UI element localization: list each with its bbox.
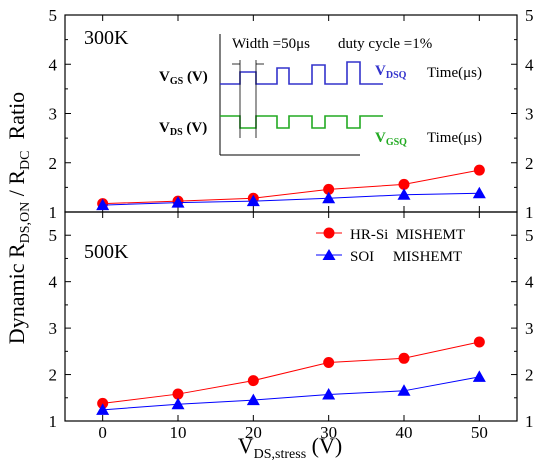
data-point-soi <box>246 194 260 207</box>
x-tick-label: 10 <box>170 423 187 442</box>
vgs-axis-label: VGS (V) <box>159 69 208 87</box>
vds-axis-label: VDS (V) <box>159 120 207 138</box>
data-point-hr-si <box>323 183 335 195</box>
y-tick-label-right: 4 <box>525 55 534 74</box>
data-point-soi <box>96 198 110 211</box>
panel-label-300k: 300K <box>84 27 129 49</box>
axes-layer: 1 12 23 34 45 51 12 23 34 45 50 10 20 30 40 50 <box>49 6 535 442</box>
y-tick-label-left: 3 <box>49 319 58 338</box>
duty-cycle-text: duty cycle =1% <box>338 36 432 52</box>
data-point-hr-si <box>97 397 109 409</box>
data-point-soi <box>171 196 185 208</box>
y-tick-label-right: 3 <box>525 319 534 338</box>
y-tick-label-left: 1 <box>49 203 58 222</box>
y-tick-label-left: 2 <box>49 366 58 385</box>
data-point-hr-si <box>172 388 184 400</box>
series-layer <box>96 164 486 415</box>
legend-marker-hr-si <box>323 227 335 239</box>
y-tick-label-left: 2 <box>49 154 58 173</box>
y-tick-label-left: 5 <box>49 6 58 25</box>
y-tick-label-right: 5 <box>525 226 534 245</box>
data-point-hr-si <box>247 375 259 387</box>
y-tick-label-right: 4 <box>525 273 534 292</box>
x-tick-label: 0 <box>98 423 107 442</box>
y-tick-label-left: 1 <box>49 412 58 431</box>
x-axis-label: VDS,stress (V) <box>238 433 342 462</box>
x-tick-label: 50 <box>471 423 488 442</box>
vds-waveform <box>220 115 383 129</box>
pulse-width-text: Width =50μs <box>232 36 310 52</box>
data-point-hr-si <box>473 336 485 348</box>
x-tick-label: 40 <box>396 423 413 442</box>
time-label-2: Time(μs) <box>427 130 482 146</box>
data-point-soi <box>322 191 336 204</box>
y-tick-label-right: 2 <box>525 154 534 173</box>
series-line-soi-panel2 <box>102 376 480 411</box>
y-tick-label-left: 3 <box>49 105 58 124</box>
bottom-panel-frame <box>64 211 518 422</box>
data-point-soi <box>246 393 260 406</box>
x-tick-label: 20 <box>245 423 262 442</box>
legend: HR-Si MISHEMT SOI MISHEMT <box>316 227 465 265</box>
series-line-soi-panel1 <box>102 192 480 206</box>
y-tick-label-right: 3 <box>525 105 534 124</box>
y-tick-label-right: 5 <box>525 6 534 25</box>
y-tick-label-right: 1 <box>525 412 534 431</box>
data-point-soi <box>96 403 110 415</box>
y-axis-label: Dynamic RDS,ON / RDC Ratio <box>4 92 33 344</box>
series-line-hr-si-panel1 <box>102 169 480 205</box>
legend-label-soi: SOI MISHEMT <box>350 249 462 265</box>
time-label-1: Time(μs) <box>427 65 482 81</box>
y-tick-label-right: 2 <box>525 366 534 385</box>
data-point-hr-si <box>398 178 410 190</box>
y-tick-label-left: 4 <box>49 55 58 74</box>
data-point-soi <box>397 188 411 200</box>
vgs-waveform <box>220 61 383 85</box>
data-point-hr-si <box>473 164 485 176</box>
data-point-soi <box>397 384 411 396</box>
y-tick-label-left: 4 <box>49 273 58 292</box>
data-point-soi <box>472 370 486 382</box>
panel-label-500k: 500K <box>84 241 129 263</box>
y-tick-label-left: 5 <box>49 226 58 245</box>
data-point-soi <box>322 388 336 400</box>
vdsq-label: VDSQ <box>375 63 407 81</box>
data-point-hr-si <box>323 356 335 368</box>
series-line-hr-si-panel2 <box>102 341 480 404</box>
y-tick-label-right: 1 <box>525 203 534 222</box>
legend-label-hr-si: HR-Si MISHEMT <box>350 227 465 243</box>
vgsq-label: VGSQ <box>375 130 407 148</box>
x-tick-label: 30 <box>320 423 337 442</box>
data-point-hr-si <box>398 352 410 364</box>
data-point-soi <box>171 397 185 410</box>
data-point-soi <box>472 186 486 199</box>
pulse-inset: Width =50μs duty cycle =1% VGS (V) VDS (… <box>159 34 482 156</box>
legend-marker-soi <box>322 249 336 260</box>
